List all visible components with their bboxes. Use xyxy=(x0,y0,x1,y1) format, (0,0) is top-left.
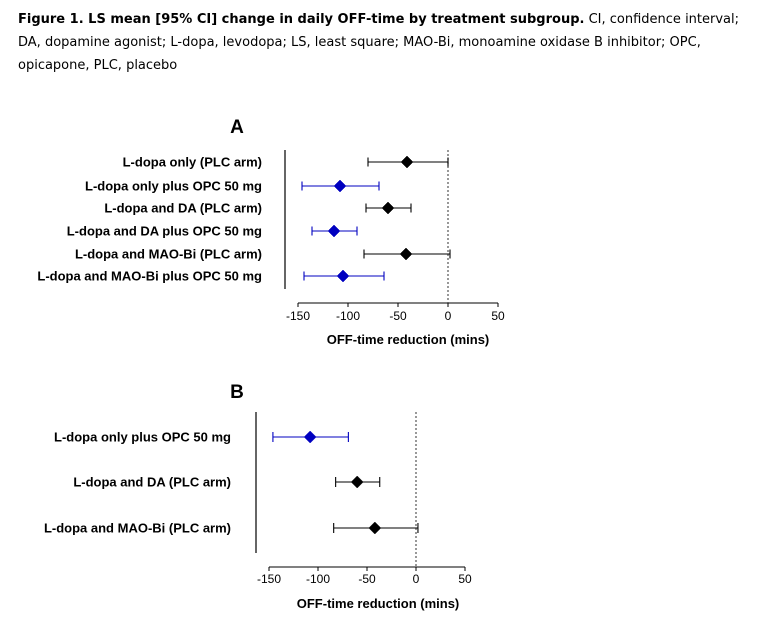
x-tick-label: -100 xyxy=(306,572,330,586)
row-label: L-dopa only plus OPC 50 mg xyxy=(54,430,231,445)
estimate-marker xyxy=(400,155,414,169)
x-tick-label: -50 xyxy=(358,572,376,586)
row-label: L-dopa and DA plus OPC 50 mg xyxy=(67,224,262,239)
row-label: L-dopa and MAO-Bi (PLC arm) xyxy=(44,521,231,536)
estimate-marker xyxy=(381,201,395,215)
x-tick-label: 0 xyxy=(445,309,452,323)
x-tick-label: 50 xyxy=(491,309,505,323)
x-tick-label: -150 xyxy=(286,309,310,323)
row-label: L-dopa only plus OPC 50 mg xyxy=(85,179,262,194)
x-axis-title: OFF-time reduction (mins) xyxy=(327,332,490,347)
row-label: L-dopa and MAO-Bi plus OPC 50 mg xyxy=(37,269,262,284)
x-axis-title: OFF-time reduction (mins) xyxy=(297,596,460,611)
row-label: L-dopa and MAO-Bi (PLC arm) xyxy=(75,247,262,262)
estimate-marker xyxy=(399,247,413,261)
x-tick-label: -100 xyxy=(336,309,360,323)
estimate-marker xyxy=(336,269,350,283)
x-tick-label: -50 xyxy=(389,309,407,323)
panel-label-b: B xyxy=(230,382,244,403)
estimate-marker xyxy=(368,521,382,535)
x-tick-label: 50 xyxy=(458,572,472,586)
estimate-marker xyxy=(303,430,317,444)
estimate-marker xyxy=(350,475,364,489)
x-tick-label: -150 xyxy=(257,572,281,586)
estimate-marker xyxy=(333,179,347,193)
row-label: L-dopa and DA (PLC arm) xyxy=(104,201,262,216)
estimate-marker xyxy=(327,224,341,238)
figure-caption-text: CI, confidence interval; DA, dopamine ag… xyxy=(18,12,740,73)
row-label: L-dopa only (PLC arm) xyxy=(123,155,262,170)
figure-caption-title: Figure 1. LS mean [95% CI] change in dai… xyxy=(18,12,585,27)
x-tick-label: 0 xyxy=(413,572,420,586)
row-label: L-dopa and DA (PLC arm) xyxy=(73,475,231,490)
figure-caption: Figure 1. LS mean [95% CI] change in dai… xyxy=(18,8,753,77)
panel-label-a: A xyxy=(230,117,244,138)
